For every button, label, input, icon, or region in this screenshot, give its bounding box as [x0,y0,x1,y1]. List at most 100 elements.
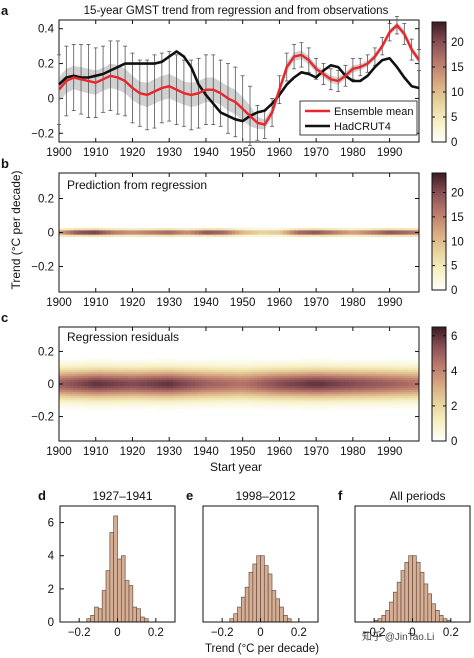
density-cell [338,381,343,385]
density-cell [62,367,67,371]
density-cell [70,377,75,381]
density-cell [297,406,302,409]
density-cell [283,230,288,233]
density-cell [389,406,394,409]
density-cell [202,381,207,385]
panel-annotation: Prediction from regression [67,178,207,192]
density-cell [198,400,203,403]
density-cell [319,392,324,395]
density-cell [316,400,321,403]
density-cell [150,359,155,362]
density-cell [250,228,255,231]
colorbar-segment [432,186,446,189]
density-cell [117,400,122,403]
density-cell [213,365,218,369]
density-cell [393,365,398,369]
density-cell [352,388,357,391]
density-cell [323,359,328,362]
density-cell [338,400,343,403]
density-cell [356,373,361,377]
density-cell [92,377,97,381]
density-cell [81,398,86,401]
density-cell [172,377,177,381]
density-cell [209,375,214,379]
density-cell [396,375,401,379]
density-cell [143,359,148,362]
density-cell [176,388,181,391]
density-cell [180,367,185,371]
histogram-bar [385,610,390,623]
density-cell [268,371,273,375]
density-cell [411,406,416,409]
colorbar-segment [432,252,446,256]
density-cell [198,359,203,362]
density-cell [183,394,188,397]
density-cell [161,365,166,369]
density-cell [239,359,244,362]
density-cell [305,369,310,373]
density-cell [62,404,67,407]
density-cell [378,388,383,391]
density-cell [242,371,247,375]
density-cell [297,232,302,235]
density-cell [360,392,365,395]
density-cell [169,398,174,401]
density-cell [367,367,372,371]
density-cell [231,365,236,369]
density-cell [308,365,313,369]
colorbar-segment [432,254,446,258]
density-cell [70,361,75,364]
density-cell [345,396,350,399]
density-cell [99,236,104,240]
density-cell [396,390,401,393]
density-cell [261,234,266,238]
density-cell [128,388,133,391]
density-cell [235,230,240,233]
density-cell [400,371,405,375]
density-cell [301,390,306,393]
density-cell [125,379,130,383]
density-cell [257,406,262,409]
density-cell [88,388,93,391]
density-cell [286,234,291,238]
density-cell [349,228,354,231]
density-cell [154,357,159,360]
density-cell [169,375,174,379]
density-cell [290,384,295,387]
density-cell [139,365,144,369]
density-cell [323,379,328,383]
density-cell [231,388,236,391]
density-cell [279,390,284,393]
density-cell [323,365,328,369]
density-cell [338,394,343,397]
density-cell [264,396,269,399]
density-cell [378,230,383,233]
density-cell [220,386,225,389]
density-cell [117,365,122,369]
density-cell [165,392,170,395]
density-cell [385,363,390,367]
density-cell [334,406,339,409]
density-cell [334,359,339,362]
density-cell [121,398,126,401]
density-cell [253,377,258,381]
density-cell [330,234,335,238]
density-cell [327,377,332,381]
density-cell [246,232,251,235]
density-cell [95,365,100,369]
density-cell [246,230,251,233]
density-cell [121,396,126,399]
density-cell [103,404,108,407]
density-cell [345,373,350,377]
density-cell [77,377,82,381]
density-cell [393,402,398,405]
density-cell [73,396,78,399]
density-cell [396,398,401,401]
density-cell [327,402,332,405]
density-cell [308,375,313,379]
density-cell [253,398,258,401]
density-cell [180,388,185,391]
density-cell [242,367,247,371]
density-cell [345,377,350,381]
density-cell [235,396,240,399]
